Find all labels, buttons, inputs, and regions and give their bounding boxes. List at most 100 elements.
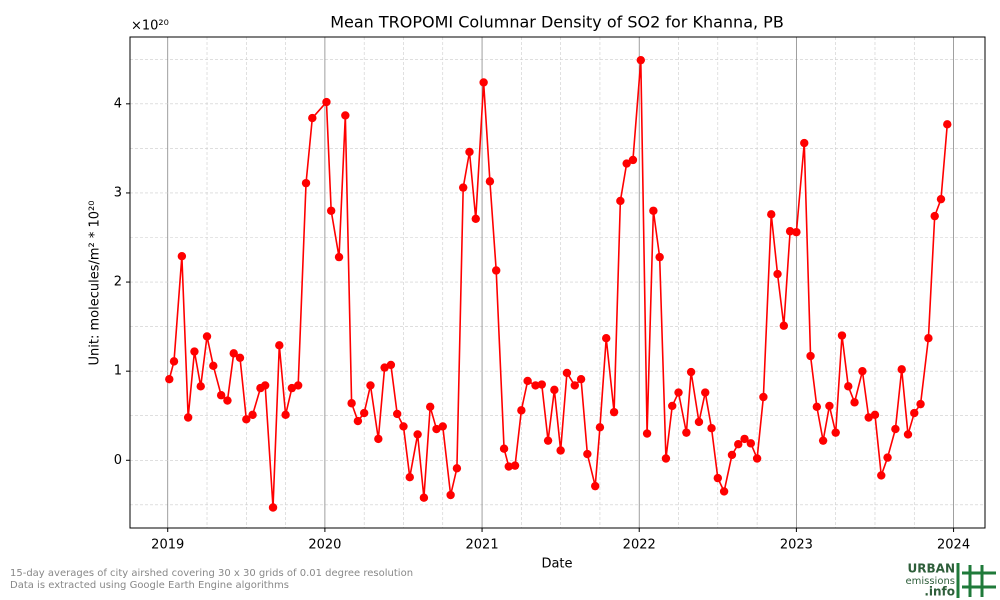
data-point <box>831 428 840 437</box>
logo-text: .info <box>924 585 955 599</box>
data-point <box>190 347 199 356</box>
data-point <box>308 113 317 123</box>
data-point <box>216 391 226 400</box>
data-point <box>287 383 297 393</box>
data-point <box>628 155 638 165</box>
data-point <box>446 490 455 500</box>
data-point <box>485 177 495 186</box>
data-point <box>818 436 828 445</box>
data-point <box>924 333 933 343</box>
data-point <box>275 341 284 350</box>
data-point <box>636 55 645 65</box>
data-point <box>413 430 422 439</box>
data-point <box>727 450 737 460</box>
data-point <box>268 503 278 512</box>
series-line <box>168 60 949 508</box>
data-point <box>910 408 919 418</box>
data-point <box>792 227 801 237</box>
data-point <box>165 374 174 384</box>
data-point <box>293 381 303 390</box>
data-point <box>785 227 795 236</box>
data-point <box>759 392 768 402</box>
data-point <box>930 211 939 221</box>
data-point <box>779 321 789 330</box>
x-axis-label: Date <box>541 557 572 572</box>
y-tick-label: 0 <box>114 453 122 468</box>
y-axis-label: Unit: molecules/m² * 10²⁰ <box>88 201 103 366</box>
data-point <box>353 416 363 426</box>
data-point <box>850 398 859 407</box>
data-point <box>242 415 251 424</box>
data-point <box>686 367 696 377</box>
y-offset-label: ×10²⁰ <box>131 19 169 34</box>
data-point <box>425 402 435 412</box>
data-point <box>752 454 762 463</box>
data-point <box>386 360 396 370</box>
data-point <box>399 422 408 431</box>
data-point <box>570 381 579 390</box>
data-point <box>471 214 480 223</box>
data-point <box>800 138 809 148</box>
footnote: Data is extracted using Google Earth Eng… <box>10 580 289 591</box>
data-point <box>602 333 611 343</box>
data-point <box>936 194 946 204</box>
data-point <box>196 382 205 391</box>
data-point <box>649 206 658 215</box>
data-point <box>492 266 501 275</box>
data-point <box>392 409 402 419</box>
data-point <box>405 473 414 482</box>
data-point <box>438 422 447 431</box>
data-point <box>260 381 270 390</box>
data-point <box>591 481 600 491</box>
data-point <box>326 206 336 215</box>
data-point <box>897 365 906 374</box>
data-point <box>668 401 677 411</box>
data-point <box>458 183 468 192</box>
data-point <box>674 388 683 397</box>
y-tick-label: 1 <box>114 364 122 379</box>
data-point <box>523 376 532 386</box>
logo-text: URBAN <box>908 562 955 576</box>
y-tick-label: 4 <box>114 96 122 111</box>
data-point <box>177 252 187 261</box>
data-point <box>616 196 625 206</box>
data-point <box>916 399 925 409</box>
data-point <box>655 252 664 262</box>
data-point <box>229 349 238 358</box>
data-point <box>465 147 474 157</box>
data-point <box>877 471 886 480</box>
data-point <box>837 331 847 340</box>
data-point <box>825 401 834 411</box>
x-tick-label: 2020 <box>308 538 341 553</box>
data-point <box>870 410 880 420</box>
data-point <box>281 410 290 420</box>
footnote: 15-day averages of city airshed covering… <box>10 568 413 579</box>
logo-icon <box>956 563 996 598</box>
data-point <box>858 366 867 376</box>
data-point <box>806 351 815 361</box>
data-point <box>374 434 383 444</box>
data-point <box>767 210 776 219</box>
y-tick-label: 2 <box>114 275 122 290</box>
logo-text: emissions <box>905 576 955 587</box>
data-point <box>543 436 553 445</box>
data-point <box>903 430 913 439</box>
data-point <box>301 178 311 188</box>
data-point <box>550 385 559 395</box>
plot-frame <box>129 36 986 529</box>
data-point <box>701 388 710 397</box>
data-point <box>235 353 245 362</box>
data-point <box>517 406 526 415</box>
data-point <box>248 410 257 420</box>
data-point <box>713 473 723 483</box>
data-point <box>943 120 952 129</box>
data-point <box>609 407 619 417</box>
data-point <box>595 423 605 432</box>
data-point <box>223 396 232 405</box>
data-point <box>773 269 782 279</box>
data-point <box>576 374 586 384</box>
data-point <box>746 439 756 448</box>
data-point <box>419 493 429 502</box>
data-point <box>719 487 729 496</box>
